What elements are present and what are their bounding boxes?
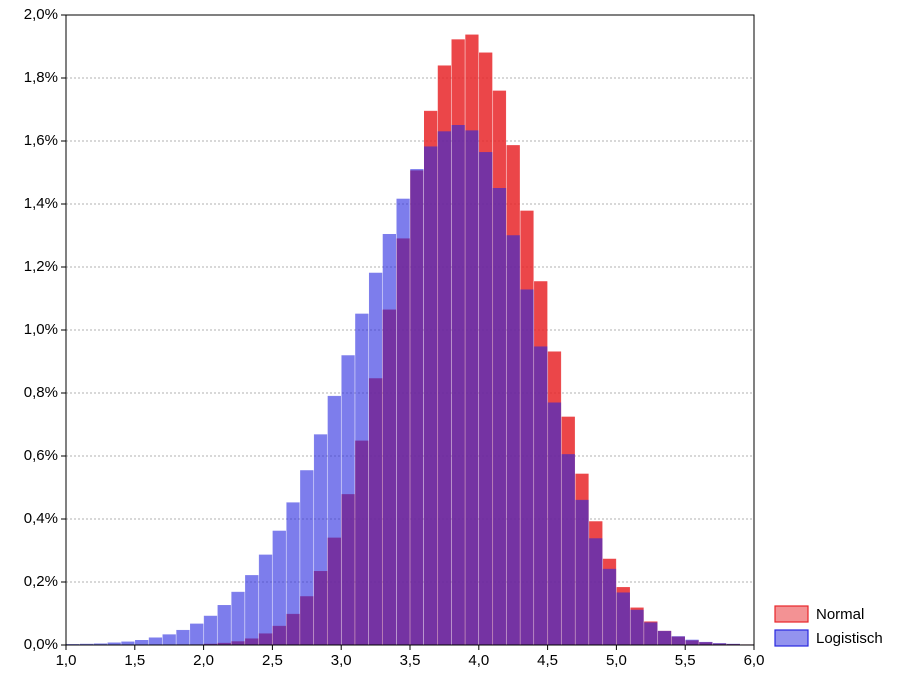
series xyxy=(176,34,754,646)
y-tick-label: 1,0% xyxy=(24,321,58,338)
bar xyxy=(313,434,328,646)
bar xyxy=(327,395,341,646)
bar xyxy=(396,198,410,646)
x-tick-label: 5,0 xyxy=(606,652,627,669)
bar xyxy=(258,554,273,646)
bar xyxy=(437,131,452,646)
y-tick-label: 0,0% xyxy=(24,636,58,653)
bar xyxy=(520,289,534,646)
y-tick-label: 1,8% xyxy=(24,69,58,86)
bar xyxy=(410,169,424,646)
bar xyxy=(341,355,355,646)
plot-frame xyxy=(65,14,755,646)
y-tick-label: 0,4% xyxy=(24,510,58,527)
bar xyxy=(492,188,507,646)
bar xyxy=(190,623,204,646)
x-tick-label: 3,0 xyxy=(331,652,352,669)
bar xyxy=(231,591,245,646)
bar xyxy=(630,609,644,646)
bar xyxy=(547,402,562,646)
x-tick-label: 5,5 xyxy=(675,652,696,669)
bar xyxy=(534,346,548,646)
bar xyxy=(685,639,699,646)
series xyxy=(66,125,754,646)
x-tick-label: 4,0 xyxy=(468,652,489,669)
x-tick-label: 2,5 xyxy=(262,652,283,669)
bar xyxy=(162,634,176,646)
legend-label: Logistisch xyxy=(816,630,883,647)
bar xyxy=(135,640,149,646)
y-tick-label: 2,0% xyxy=(24,6,58,23)
bar xyxy=(245,575,259,646)
y-tick-label: 1,6% xyxy=(24,132,58,149)
x-tick-label: 3,5 xyxy=(400,652,421,669)
bar xyxy=(203,615,218,646)
y-tick-label: 0,6% xyxy=(24,447,58,464)
y-tick-label: 0,8% xyxy=(24,384,58,401)
bar xyxy=(671,636,685,646)
bar xyxy=(382,233,396,646)
bar xyxy=(148,637,163,646)
bar xyxy=(465,130,479,646)
x-tick-label: 1,5 xyxy=(124,652,145,669)
y-tick-label: 1,2% xyxy=(24,258,58,275)
bar xyxy=(657,630,672,646)
bar xyxy=(575,499,589,646)
bar xyxy=(355,313,369,646)
bar xyxy=(644,622,658,646)
x-tick-label: 1,0 xyxy=(56,652,77,669)
y-tick-label: 0,2% xyxy=(24,573,58,590)
bar xyxy=(217,605,231,646)
bar xyxy=(272,530,286,646)
bar xyxy=(616,592,630,646)
bar xyxy=(589,538,603,646)
bar xyxy=(286,502,300,646)
bar xyxy=(561,454,575,646)
x-tick-label: 6,0 xyxy=(744,652,765,669)
legend-swatch xyxy=(774,629,809,647)
bar xyxy=(451,125,465,646)
x-tick-label: 2,0 xyxy=(193,652,214,669)
y-tick-label: 1,4% xyxy=(24,195,58,212)
bar xyxy=(506,235,520,646)
x-tick-label: 4,5 xyxy=(537,652,558,669)
bar xyxy=(368,272,383,646)
bar xyxy=(300,470,314,646)
bar xyxy=(176,629,190,646)
bar xyxy=(479,152,493,646)
legend-label: Normal xyxy=(816,606,864,623)
bar xyxy=(602,568,617,646)
legend-swatch xyxy=(774,605,809,623)
bar xyxy=(424,146,438,646)
